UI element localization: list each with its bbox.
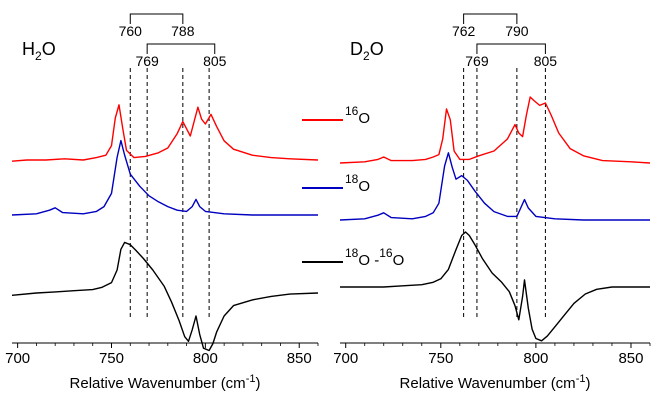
series-line-1 xyxy=(11,139,318,216)
panel-title: H2O xyxy=(22,39,56,63)
solvent-sub: 2 xyxy=(363,49,370,63)
legend-label: 18O xyxy=(345,172,370,195)
peak-label-762: 762 xyxy=(452,23,476,39)
bracket-762-790 xyxy=(463,13,518,24)
legend-rest2: O xyxy=(393,252,405,269)
legend-sup: 16 xyxy=(345,104,359,118)
peak-label-805: 805 xyxy=(534,53,558,69)
legend-rest: O xyxy=(358,178,370,195)
legend-rest: O xyxy=(358,110,370,127)
x-tick-label-700: 700 xyxy=(333,350,358,367)
series-line-2 xyxy=(11,241,319,352)
x-tick-label-750: 750 xyxy=(428,350,453,367)
x-label-main: Relative Wavenumber (cm xyxy=(400,375,576,392)
x-label-main: Relative Wavenumber (cm xyxy=(70,375,246,392)
series-line-0 xyxy=(339,96,651,164)
x-axis-label: Relative Wavenumber (cm-1) xyxy=(400,373,591,392)
x-label-close: ) xyxy=(585,375,590,392)
legend-item-0: 16O xyxy=(302,104,370,127)
legend-item-2: 18O -16O xyxy=(302,246,404,269)
panel-0: 700 750 800 850 Relative Wavenumber (cm-1) H2… xyxy=(5,13,319,392)
legend-sup: 18 xyxy=(345,172,359,186)
legend-sup2: 16 xyxy=(379,246,393,260)
peak-label-790: 790 xyxy=(505,23,529,39)
x-tick-label-850: 850 xyxy=(287,350,312,367)
series-line-0 xyxy=(11,104,319,162)
x-tick-label-750: 750 xyxy=(99,350,124,367)
peak-label-769: 769 xyxy=(465,53,489,69)
x-label-sup: -1 xyxy=(576,373,586,385)
peak-label-805: 805 xyxy=(203,53,227,69)
legend-rest: O - xyxy=(358,252,379,269)
legend-label: 18O -16O xyxy=(345,246,404,269)
x-label-close: ) xyxy=(255,375,260,392)
solvent-main: H xyxy=(22,39,35,59)
x-tick-label-800: 800 xyxy=(193,350,218,367)
peak-label-788: 788 xyxy=(171,23,195,39)
solvent-rest: O xyxy=(370,39,384,59)
series-line-1 xyxy=(339,152,650,221)
solvent-main: D xyxy=(350,39,363,59)
x-tick-label-700: 700 xyxy=(5,350,30,367)
bracket-760-788 xyxy=(129,13,184,24)
bracket-769-805 xyxy=(146,43,216,54)
series-line-2 xyxy=(340,231,650,342)
solvent-rest: O xyxy=(42,39,56,59)
panel-1: 700 750 800 850 Relative Wavenumber (cm-1) D2… xyxy=(333,13,651,392)
x-axis-label: Relative Wavenumber (cm-1) xyxy=(70,373,261,392)
legend-sup: 18 xyxy=(345,246,359,260)
x-label-sup: -1 xyxy=(246,373,256,385)
x-tick-label-800: 800 xyxy=(523,350,548,367)
panel-title: D2O xyxy=(350,39,384,63)
legend-item-1: 18O xyxy=(302,172,370,195)
bracket-769-805 xyxy=(476,43,546,54)
legend-label: 16O xyxy=(345,104,370,127)
peak-label-760: 760 xyxy=(119,23,143,39)
x-tick-label-850: 850 xyxy=(618,350,643,367)
solvent-sub: 2 xyxy=(35,49,42,63)
peak-label-769: 769 xyxy=(135,53,159,69)
